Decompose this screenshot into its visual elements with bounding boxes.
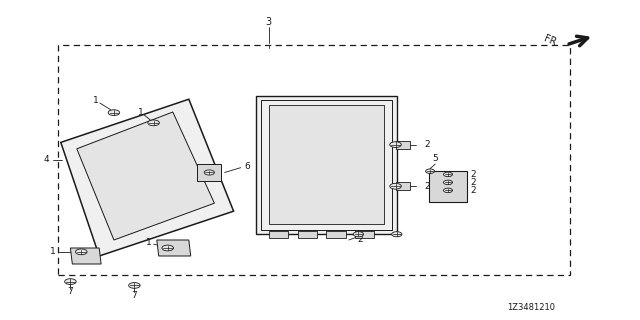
Bar [429,171,467,202]
Polygon shape [157,240,191,256]
Circle shape [426,169,435,173]
Circle shape [76,249,87,255]
Polygon shape [77,112,214,240]
Text: 1: 1 [93,96,99,105]
Polygon shape [269,105,384,224]
Text: FR.: FR. [542,34,560,48]
Text: 7: 7 [68,287,73,296]
Circle shape [390,142,401,148]
Text: 2: 2 [425,182,430,191]
Bar [355,231,374,238]
Circle shape [444,180,452,185]
Text: 1: 1 [146,238,151,247]
Circle shape [148,120,159,126]
Text: 2: 2 [358,236,363,244]
Circle shape [162,245,173,251]
Text: 2: 2 [471,170,476,179]
Circle shape [108,110,120,116]
Polygon shape [396,182,410,190]
Bar [298,231,317,238]
Circle shape [204,170,214,175]
Circle shape [390,183,401,189]
Circle shape [129,283,140,288]
Text: 3: 3 [266,17,272,28]
Bar [58,45,570,275]
Circle shape [392,232,402,237]
Circle shape [353,232,364,237]
Text: 4: 4 [44,156,49,164]
Text: 1: 1 [138,108,143,117]
Text: 7: 7 [132,291,137,300]
Polygon shape [70,248,101,264]
Text: 1Z3481210: 1Z3481210 [507,303,555,312]
Circle shape [444,188,452,193]
Circle shape [65,279,76,284]
Bar [197,164,221,181]
Text: 1: 1 [50,247,55,256]
Text: 5: 5 [433,154,438,163]
Polygon shape [396,141,410,149]
Bar [326,231,346,238]
Circle shape [444,172,452,177]
Text: 2: 2 [471,178,476,187]
Polygon shape [256,96,397,234]
Bar [269,231,288,238]
Text: 2: 2 [425,140,430,149]
Text: 2: 2 [471,186,476,195]
Polygon shape [261,100,392,230]
Text: 6: 6 [244,162,250,171]
Polygon shape [61,99,234,256]
